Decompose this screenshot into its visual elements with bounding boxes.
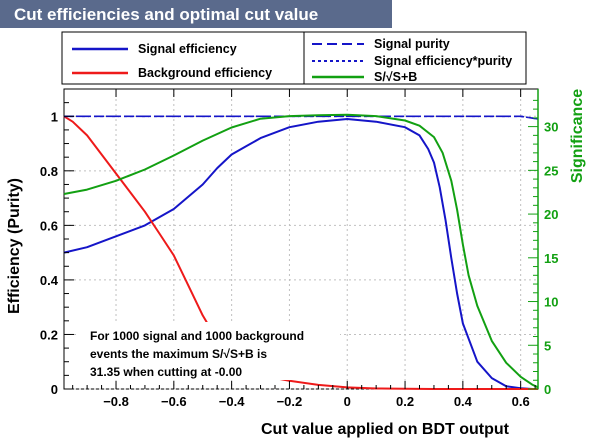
legend-box-right bbox=[303, 31, 527, 85]
annotation-line-1: For 1000 signal and 1000 background bbox=[90, 329, 304, 343]
y2-tick-label: 5 bbox=[544, 338, 551, 353]
y-tick-label: 0.6 bbox=[40, 218, 58, 233]
y2-tick-label: 10 bbox=[544, 295, 558, 310]
x-tick-label: −0.6 bbox=[161, 394, 187, 409]
y-axis-label: Efficiency (Purity) bbox=[6, 178, 23, 314]
y2-axis-label: Significance bbox=[569, 89, 586, 183]
legend-label-significance: S/√S+B bbox=[374, 70, 417, 84]
y2-tick-label: 0 bbox=[544, 382, 551, 397]
annotation-line-2: events the maximum S/√S+B is bbox=[90, 347, 267, 361]
x-tick-label: −0.8 bbox=[103, 394, 129, 409]
y2-tick-label: 20 bbox=[544, 207, 558, 222]
y-tick-label: 0.8 bbox=[40, 164, 58, 179]
legend-box-left bbox=[61, 31, 305, 85]
y-tick-label: 0 bbox=[51, 382, 58, 397]
y-tick-label: 0.2 bbox=[40, 327, 58, 342]
y-tick-label: 0.4 bbox=[40, 273, 59, 288]
x-tick-label: 0.4 bbox=[454, 394, 473, 409]
legend-label-signal-efficiency: Signal efficiency bbox=[138, 42, 237, 56]
x-tick-label: −0.2 bbox=[277, 394, 303, 409]
annotation-box bbox=[78, 322, 340, 380]
series-line-signal-efficiency bbox=[63, 118, 538, 390]
y-tick-label: 1 bbox=[51, 109, 58, 124]
legend-label-signal-eff-purity: Signal efficiency*purity bbox=[374, 54, 512, 68]
title-bar bbox=[0, 0, 392, 28]
x-axis-label: Cut value applied on BDT output bbox=[261, 421, 510, 438]
series-line-signal-efficiency-purity bbox=[64, 115, 539, 120]
series-line-s-s-b bbox=[63, 113, 539, 389]
y2-tick-label: 15 bbox=[544, 251, 558, 266]
axes: −0.8 −0.6 −0.4 −0.2 0 0.2 0.4 0.6 0 0.2 0.4 0.6 0.8 1… bbox=[40, 89, 558, 409]
x-tick-label: −0.4 bbox=[219, 394, 245, 409]
y2-tick-label: 30 bbox=[544, 120, 558, 135]
x-tick-label: 0 bbox=[344, 394, 351, 409]
chart-title: Cut efficiencies and optimal cut value bbox=[14, 5, 318, 24]
x-tick-label: 0.6 bbox=[512, 394, 530, 409]
y2-tick-label: 25 bbox=[544, 163, 558, 178]
annotation-line-3: 31.35 when cutting at -0.00 bbox=[90, 365, 242, 379]
legend-label-background-efficiency: Background efficiency bbox=[138, 66, 272, 80]
x-tick-label: 0.2 bbox=[396, 394, 414, 409]
legend-label-signal-purity: Signal purity bbox=[374, 37, 450, 51]
